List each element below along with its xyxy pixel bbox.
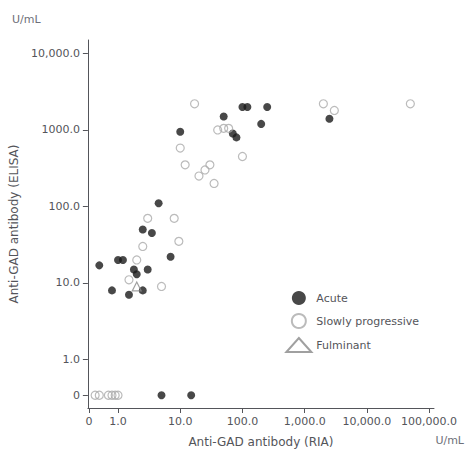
svg-text:100,000.0: 100,000.0 (401, 415, 457, 428)
svg-text:100.0: 100.0 (48, 200, 80, 213)
svg-text:10,000.0: 10,000.0 (31, 47, 80, 60)
svg-text:Acute: Acute (316, 292, 348, 305)
svg-text:1000.0: 1000.0 (41, 123, 80, 136)
svg-text:1.0: 1.0 (109, 415, 127, 428)
svg-text:10,000.0: 10,000.0 (342, 415, 391, 428)
svg-text:Fulminant: Fulminant (316, 339, 371, 352)
svg-text:100.0: 100.0 (227, 415, 259, 428)
svg-text:0: 0 (73, 389, 80, 402)
svg-text:0: 0 (85, 415, 92, 428)
svg-text:U/mL: U/mL (12, 13, 41, 26)
svg-text:10.0: 10.0 (168, 415, 193, 428)
svg-text:Anti-GAD antibody (RIA): Anti-GAD antibody (RIA) (188, 435, 333, 449)
svg-text:1.0: 1.0 (62, 353, 80, 366)
svg-text:Slowly progressive: Slowly progressive (316, 315, 419, 328)
svg-text:U/mL: U/mL (435, 434, 464, 447)
svg-text:10.0: 10.0 (55, 276, 80, 289)
svg-text:1,000.0: 1,000.0 (284, 415, 326, 428)
svg-text:Anti-GAD antibody (ELISA): Anti-GAD antibody (ELISA) (7, 145, 21, 304)
